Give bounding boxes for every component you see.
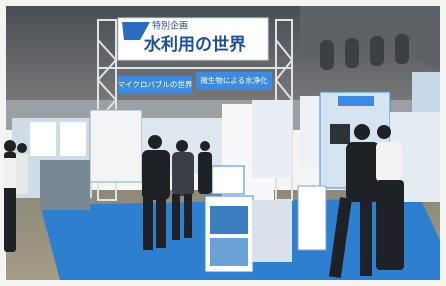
photo: 特別企画 水利用の世界 マイクロバブルの世界 微生物による水浄化	[0, 0, 446, 286]
sign-text: マイクロバブルの世界	[118, 79, 193, 89]
sign-text: 微生物による水浄化	[200, 75, 268, 85]
banner-title: 水利用の世界	[143, 34, 246, 55]
page: 特別企画 水利用の世界 マイクロバブルの世界 微生物による水浄化	[0, 0, 446, 286]
banner-subtitle: 特別企画	[152, 20, 188, 32]
